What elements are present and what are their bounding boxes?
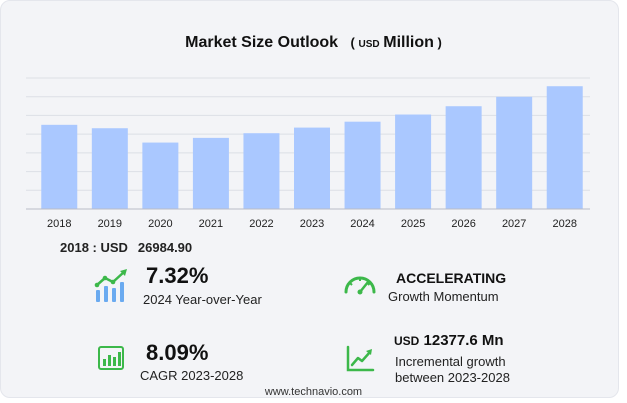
bar-chart-icon — [98, 346, 124, 370]
x-tick-label: 2018 — [47, 218, 71, 230]
bar-2028 — [546, 86, 583, 209]
bar-growth-icon — [94, 269, 127, 302]
base-number: 26984.90 — [137, 240, 193, 255]
x-tick-label: 2024 — [350, 218, 374, 230]
x-tick-label: 2019 — [98, 218, 122, 230]
x-tick-label: 2028 — [552, 218, 576, 230]
incremental-label-1: Incremental growth — [395, 354, 506, 369]
momentum-label: Growth Momentum — [388, 289, 499, 304]
cagr-value: 8.09% — [146, 340, 209, 365]
x-tick-label: 2022 — [249, 218, 273, 230]
incremental-label-2: between 2023-2028 — [395, 370, 510, 385]
bar-2022 — [243, 133, 280, 209]
bar-chart: 2018 2019 2020 2021 2022 2023 2024 2025 2026 2027… — [26, 77, 590, 230]
bar-2024 — [344, 121, 381, 209]
yoy-value: 7.32% — [146, 263, 209, 288]
title-million: Million — [383, 34, 434, 51]
line-chart-icon — [346, 345, 375, 372]
bar-2019 — [91, 128, 128, 209]
incremental-value-group: USD 12377.6 Mn — [394, 332, 504, 349]
title-unit: USD — [358, 39, 380, 50]
footer-source: www.technavio.com — [264, 386, 363, 398]
cagr-label: CAGR 2023-2028 — [140, 368, 244, 383]
x-tick-label: 2020 — [148, 218, 172, 230]
bar-2027 — [496, 96, 533, 209]
incremental-unit: USD — [394, 334, 420, 348]
x-tick-label: 2021 — [199, 218, 223, 230]
x-tick-label: 2023 — [300, 218, 324, 230]
bar-2025 — [395, 114, 432, 209]
base-value: 2018 : USD 26984.90 — [60, 240, 192, 255]
bar-2018 — [41, 124, 78, 209]
incremental-value: 12377.6 Mn — [423, 332, 504, 349]
title-main: Market Size Outlook — [185, 34, 339, 51]
bar-2021 — [192, 137, 229, 209]
x-tick-label: 2027 — [502, 218, 526, 230]
x-tick-label: 2025 — [401, 218, 425, 230]
chart-title: Market Size Outlook ( USD Million ) — [0, 34, 627, 52]
title-unit-group: ( USD Million ) — [350, 34, 442, 51]
bar-2023 — [294, 127, 330, 209]
momentum-value: ACCELERATING — [396, 270, 507, 286]
base-label: 2018 : USD — [60, 240, 128, 255]
x-tick-label: 2026 — [451, 218, 475, 230]
bar-2020 — [142, 142, 179, 209]
yoy-label: 2024 Year-over-Year — [143, 292, 262, 307]
bar-2026 — [445, 106, 482, 209]
speedometer-icon — [344, 276, 376, 295]
